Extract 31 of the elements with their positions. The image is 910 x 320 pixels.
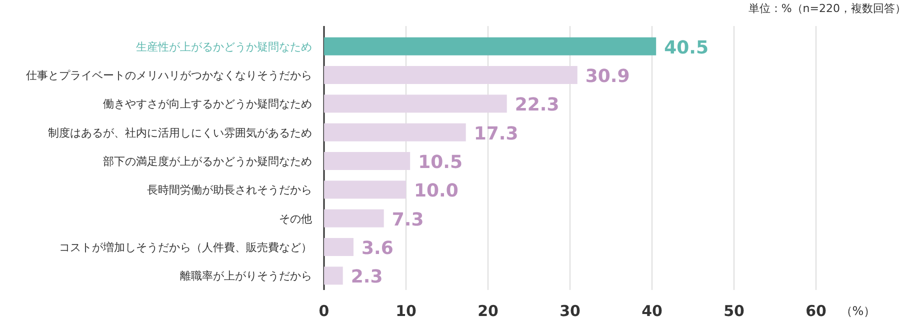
bar [324,209,384,228]
y-tick-label: 離職率が上がりそうだから [180,270,312,283]
bar [324,266,343,285]
y-tick-label: 制度はあるが、社内に活用しにくい雰囲気があるため [48,126,312,140]
x-axis-title: （%） [840,304,876,318]
x-tick-label: 20 [478,302,498,320]
y-tick-label: その他 [279,212,312,226]
data-label: 17.3 [474,123,518,144]
x-tick-label: 60 [806,302,826,320]
x-tick-label: 40 [642,302,662,320]
bar [324,238,354,256]
data-label: 7.3 [392,209,424,230]
y-tick-label: コストが増加しそうだから（人件費、販売費など） [59,241,312,254]
y-tick-label: 部下の満足度が上がるかどうか疑問なため [103,155,312,168]
y-tick-label: 働きやすさが向上するかどうか疑問なため [103,98,312,111]
data-label: 2.3 [350,266,383,288]
data-label: 3.6 [362,238,394,259]
text: 単位：%（n=220，複数回答） [748,2,906,15]
y-tick-label: 長時間労働が助長されそうだから [147,184,312,197]
data-label: 30.9 [585,66,630,87]
bar [324,37,656,56]
data-label: 22.3 [514,94,560,116]
data-label: 40.5 [664,37,709,58]
x-tick-label: 30 [560,302,580,320]
x-tick-label: 10 [396,302,416,320]
data-label: 10.5 [418,152,463,173]
x-tick-label: 50 [724,302,744,320]
x-tick-label: 0 [318,302,330,320]
y-tick-label: 生産性が上がるかどうか疑問なため [136,40,312,54]
data-label: 10.0 [414,180,458,202]
y-tick-label: 仕事とプライベートのメリハリがつかなくなりそうだから [26,69,312,82]
